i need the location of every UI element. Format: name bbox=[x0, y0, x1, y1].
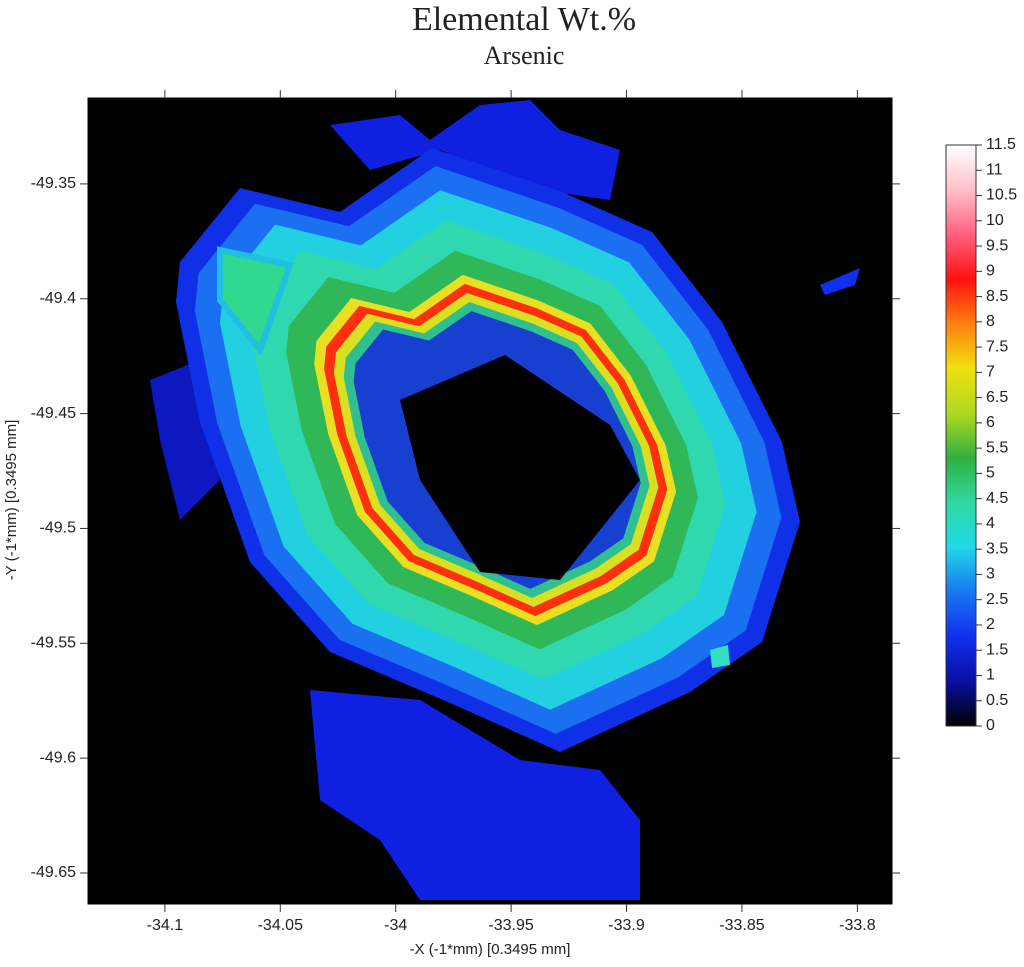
x-tick-label: -34.05 bbox=[258, 917, 303, 934]
x-tick-label: -33.95 bbox=[488, 917, 533, 934]
colorbar-tick-label: 0.5 bbox=[986, 692, 1008, 709]
colorbar-tick-label: 1 bbox=[986, 667, 995, 684]
colorbar-tick-label: 8.5 bbox=[986, 288, 1008, 305]
colorbar-tick-label: 4 bbox=[986, 515, 995, 532]
colorbar-tick-label: 6 bbox=[986, 414, 995, 431]
x-tick-label: -34 bbox=[384, 917, 407, 934]
y-axis-label: -Y (-1*mm) [0.3495 mm] bbox=[3, 420, 20, 581]
colorbar-tick-label: 3 bbox=[986, 566, 995, 583]
x-tick-label: -33.85 bbox=[719, 917, 764, 934]
y-tick-label: -49.5 bbox=[40, 520, 77, 537]
colorbar-tick-label: 4.5 bbox=[986, 490, 1008, 507]
colorbar-tick-label: 0 bbox=[986, 717, 995, 734]
y-tick-label: -49.45 bbox=[31, 405, 76, 422]
y-tick-label: -49.35 bbox=[31, 175, 76, 192]
colorbar-tick-label: 8 bbox=[986, 313, 995, 330]
y-tick-label: -49.55 bbox=[31, 635, 76, 652]
y-tick-label: -49.65 bbox=[31, 864, 76, 881]
colorbar bbox=[945, 144, 977, 727]
colorbar-tick-label: 7 bbox=[986, 364, 995, 381]
colorbar-tick-label: 7.5 bbox=[986, 338, 1008, 355]
colorbar-tick-label: 2 bbox=[986, 616, 995, 633]
x-tick-label: -34.1 bbox=[147, 917, 184, 934]
x-axis-label: -X (-1*mm) [0.3495 mm] bbox=[410, 941, 571, 958]
colorbar-tick-label: 2.5 bbox=[986, 591, 1008, 608]
y-tick-label: -49.4 bbox=[40, 290, 77, 307]
colorbar-tick-label: 6.5 bbox=[986, 389, 1008, 406]
map-image bbox=[88, 98, 892, 904]
colorbar-tick-label: 3.5 bbox=[986, 540, 1008, 557]
colorbar-tick-label: 1.5 bbox=[986, 641, 1008, 658]
colorbar-tick-label: 10 bbox=[986, 212, 1004, 229]
colorbar-tick-label: 10.5 bbox=[986, 187, 1017, 204]
colorbar-tick-label: 9.5 bbox=[986, 237, 1008, 254]
y-tick-label: -49.6 bbox=[40, 749, 77, 766]
chart-title: Elemental Wt.% bbox=[412, 1, 636, 38]
x-tick-label: -33.9 bbox=[608, 917, 645, 934]
x-tick-label: -33.8 bbox=[839, 917, 876, 934]
colorbar-tick-label: 5.5 bbox=[986, 439, 1008, 456]
colorbar-tick-label: 9 bbox=[986, 263, 995, 280]
colorbar-tick-label: 11 bbox=[986, 161, 1003, 178]
colorbar-tick-label: 11.5 bbox=[986, 136, 1016, 153]
plot-frame bbox=[87, 97, 893, 905]
chart-subtitle: Arsenic bbox=[484, 41, 565, 70]
colorbar-tick-label: 5 bbox=[986, 465, 995, 482]
